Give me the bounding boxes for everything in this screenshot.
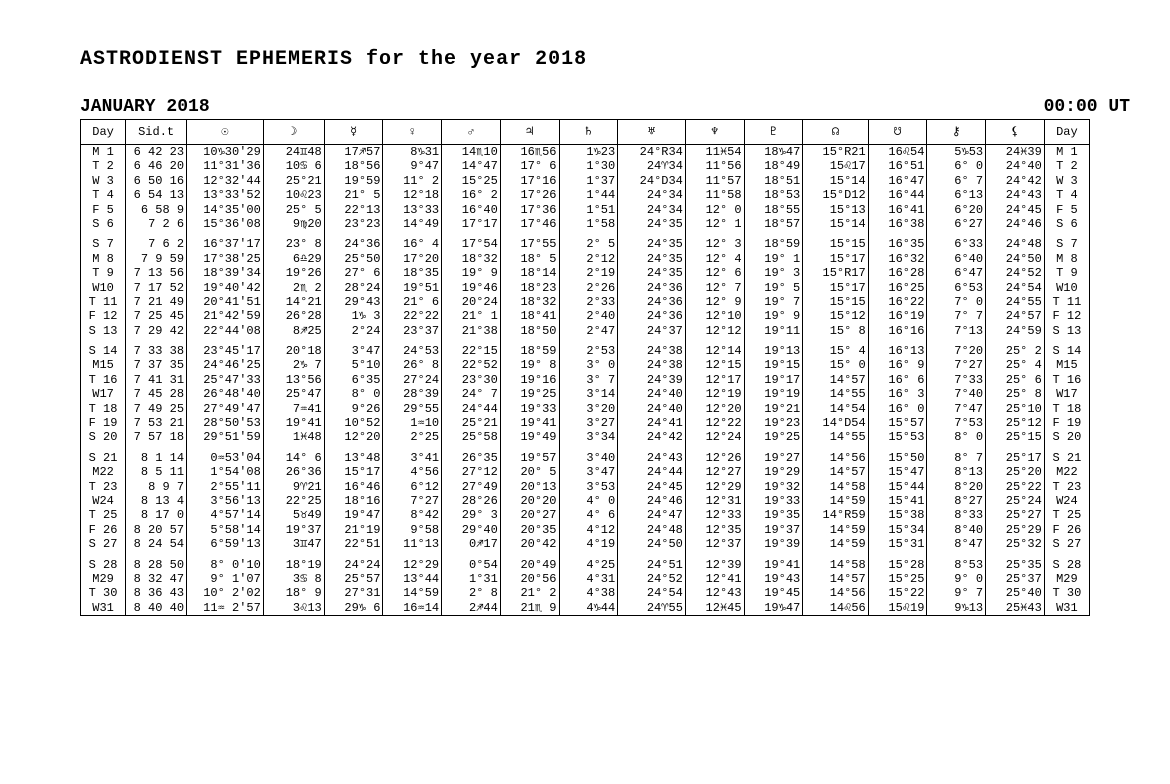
table-row: W 36 50 1612°32'4425°2119°5911° 215°2517… (81, 174, 1090, 188)
table-row: W318 40 4011♒ 2'573♌1329♑ 616♒142♐4421♏ … (81, 601, 1090, 616)
col-12: ☊ (803, 120, 868, 145)
col-5: ♀ (383, 120, 442, 145)
table-row: M 87 9 5917°38'256♎2925°5017°2018°3218° … (81, 252, 1090, 266)
time-label: 00:00 UT (1044, 97, 1130, 117)
table-row: W248 13 43°56'1322°2518°167°2728°2620°20… (81, 494, 1090, 508)
col-day: Day (1044, 120, 1089, 145)
table-row: T 97 13 5618°39'3419°2627° 618°3519° 918… (81, 266, 1090, 280)
col-3: ☽ (263, 120, 324, 145)
table-row: F 197 53 2128°50'5319°4110°521♒1025°2119… (81, 416, 1090, 430)
table-row: S 278 24 546°59'133♊4722°5111°130♐1720°4… (81, 537, 1090, 551)
col-10: ♆ (685, 120, 744, 145)
table-row: T 167 41 3125°47'3313°566°3527°2423°3019… (81, 373, 1090, 387)
table-row: S 147 33 3823°45'1720°183°4724°5322°1518… (81, 344, 1090, 358)
table-row: F 56 58 914°35'0025° 522°1313°3316°4017°… (81, 203, 1090, 217)
table-row: T 117 21 4920°41'5114°2129°4321° 620°241… (81, 295, 1090, 309)
col-9: ♅ (618, 120, 686, 145)
col-7: ♃ (500, 120, 559, 145)
month-label: JANUARY 2018 (80, 97, 210, 117)
col-14: ⚷ (927, 120, 986, 145)
table-row: M 16 42 2310♑30'2924♊4817♐578♑3114♏1016♏… (81, 145, 1090, 160)
table-row: F 268 20 575°58'1419°3721°199°5829°4020°… (81, 523, 1090, 537)
col-11: ♇ (744, 120, 803, 145)
page-root: ASTRODIENST EPHEMERIS for the year 2018 … (0, 0, 1170, 656)
table-row: F 127 25 4521°42'5926°281♑ 322°2221° 118… (81, 309, 1090, 323)
col-2: ☉ (187, 120, 264, 145)
ephemeris-table: DaySid.t☉☽☿♀♂♃♄♅♆♇☊☋⚷⚸Day M 16 42 2310♑3… (80, 119, 1090, 616)
table-row: S 218 1 140♒53'0414° 613°483°4126°3519°5… (81, 451, 1090, 465)
table-row: S 77 6 216°37'1723° 824°3616° 417°5417°5… (81, 237, 1090, 251)
table-row: S 67 2 615°36'089♍2023°2314°4917°1717°46… (81, 217, 1090, 231)
table-row: T 238 9 72°55'119♈2116°466°1227°4920°133… (81, 480, 1090, 494)
col-day: Day (81, 120, 126, 145)
col-6: ♂ (442, 120, 501, 145)
table-row: S 207 57 1829°51'591♓4812°202°2525°5819°… (81, 430, 1090, 444)
table-row: T 46 54 1313°33'5210♌2321° 512°1816° 217… (81, 188, 1090, 202)
col-1: Sid.t (126, 120, 187, 145)
table-row: T 26 46 2011°31'3610♋ 618°569°4714°4717°… (81, 159, 1090, 173)
col-8: ♄ (559, 120, 618, 145)
table-row: T 308 36 4310° 2'0218° 927°3114°592° 821… (81, 586, 1090, 600)
col-4: ☿ (324, 120, 383, 145)
col-13: ☋ (868, 120, 927, 145)
table-row: S 288 28 508° 0'1018°1924°2412°290°5420°… (81, 558, 1090, 572)
col-15: ⚸ (986, 120, 1045, 145)
table-row: T 258 17 04°57'145♉4919°478°4229° 320°27… (81, 508, 1090, 522)
header-row: DaySid.t☉☽☿♀♂♃♄♅♆♇☊☋⚷⚸Day (81, 120, 1090, 145)
table-row: M157 37 3524°46'252♑ 75°1026° 822°5219° … (81, 358, 1090, 372)
table-row: W177 45 2826°48'4025°478° 028°3924° 719°… (81, 387, 1090, 401)
table-row: S 137 29 4222°44'088♐252°2423°3721°3818°… (81, 324, 1090, 338)
document-title: ASTRODIENST EPHEMERIS for the year 2018 (80, 48, 1130, 71)
month-header: JANUARY 2018 00:00 UT (80, 97, 1130, 117)
table-row: M298 32 479° 1'073♋ 825°5713°441°3120°56… (81, 572, 1090, 586)
table-row: M228 5 111°54'0826°3615°174°5627°1220° 5… (81, 465, 1090, 479)
table-row: W107 17 5219°40'422♏ 228°2419°5119°4618°… (81, 281, 1090, 295)
table-row: T 187 49 2527°49'477♒419°2629°5524°4419°… (81, 402, 1090, 416)
